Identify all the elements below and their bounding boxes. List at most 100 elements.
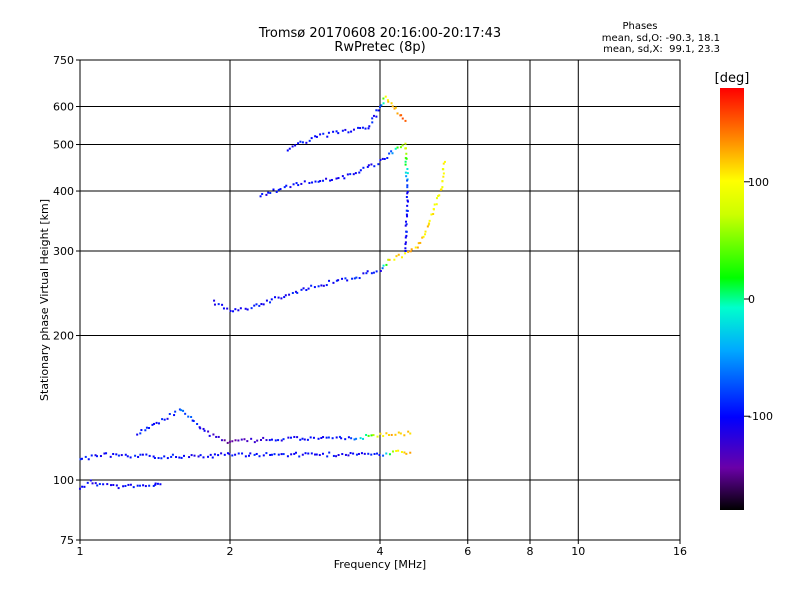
echo-point [379, 432, 382, 435]
echo-point [354, 172, 357, 175]
echo-point [406, 215, 409, 218]
echo-point [359, 127, 362, 130]
echo-point [112, 452, 115, 455]
echo-point [305, 289, 308, 292]
echo-point [223, 439, 226, 442]
y-tick-label: 100 [53, 474, 74, 487]
echo-point [387, 434, 390, 437]
echo-point [265, 452, 268, 455]
echo-point [294, 144, 297, 147]
echo-point [382, 97, 385, 100]
colorbar [720, 88, 744, 510]
echo-point [202, 427, 205, 430]
echo-point [385, 432, 388, 435]
echo-point [183, 454, 186, 457]
echo-point [140, 429, 143, 432]
echo-point [265, 193, 268, 196]
echo-point [391, 152, 394, 155]
echo-point [299, 438, 302, 441]
echo-point [341, 453, 344, 456]
echo-point [367, 452, 370, 455]
echo-point [311, 181, 314, 184]
echo-point [359, 169, 362, 172]
echo-point [351, 277, 354, 280]
echo-point [430, 213, 433, 216]
echo-point [163, 455, 166, 458]
echo-point [122, 485, 125, 488]
echo-point [192, 420, 195, 423]
echo-point [409, 432, 412, 435]
echo-point [180, 456, 183, 459]
echo-point [405, 209, 408, 212]
echo-point [268, 439, 271, 442]
echo-point [379, 159, 382, 162]
echo-point [127, 483, 130, 486]
echo-point [406, 190, 409, 193]
echo-point [315, 453, 318, 456]
echo-point [357, 452, 360, 455]
echo-point [309, 436, 312, 439]
echo-point [327, 131, 330, 134]
echo-point [409, 250, 412, 253]
echo-point [152, 484, 155, 487]
echo-point [160, 457, 163, 460]
echo-point [300, 182, 303, 185]
colorbar-label: [deg] [715, 71, 750, 86]
y-tick-label: 600 [53, 101, 74, 114]
echo-point [379, 269, 382, 272]
echo-point [317, 285, 320, 288]
echo-point [222, 307, 225, 310]
echo-point [375, 109, 378, 112]
echo-point [344, 453, 347, 456]
echo-point [375, 115, 378, 118]
echo-point [367, 127, 370, 130]
echo-point [139, 432, 142, 435]
echo-point [262, 454, 265, 457]
echo-point [152, 455, 155, 458]
echo-point [441, 186, 444, 189]
echo-point [364, 127, 367, 130]
x-tick-label: 1 [77, 545, 84, 558]
echo-point [315, 135, 318, 138]
echo-point [258, 455, 261, 458]
echo-point [148, 484, 151, 487]
echo-point [184, 412, 187, 415]
echo-point [422, 235, 425, 238]
echo-point [338, 435, 341, 438]
echo-point [293, 452, 296, 455]
echo-point [265, 439, 268, 442]
echo-point [178, 408, 181, 411]
echo-point [428, 219, 431, 222]
echo-point [253, 304, 256, 307]
echo-point [337, 177, 340, 180]
echo-point [390, 102, 393, 105]
echo-point [217, 435, 220, 438]
echo-point [260, 303, 263, 306]
colorbar-tick-label: 100 [748, 176, 769, 189]
echo-point [289, 186, 292, 189]
echo-point [141, 453, 144, 456]
echo-point [220, 452, 223, 455]
echo-point [286, 149, 289, 152]
echo-point [330, 178, 333, 181]
echo-point [372, 271, 375, 274]
echo-point [285, 184, 288, 187]
echo-point [171, 453, 174, 456]
echo-point [228, 453, 231, 456]
echo-point [139, 453, 142, 456]
echo-point [202, 456, 205, 459]
echo-point [279, 188, 282, 191]
echo-point [376, 452, 379, 455]
echo-point [145, 453, 148, 456]
echo-point [157, 457, 160, 460]
echo-point [296, 436, 299, 439]
echo-point [136, 433, 139, 436]
echo-point [373, 165, 376, 168]
x-tick-label: 4 [377, 545, 384, 558]
echo-point [314, 453, 317, 456]
echo-point [148, 427, 151, 430]
echo-point [269, 301, 272, 304]
echo-point [335, 436, 338, 439]
echo-point [261, 192, 264, 195]
echo-point [352, 128, 355, 131]
